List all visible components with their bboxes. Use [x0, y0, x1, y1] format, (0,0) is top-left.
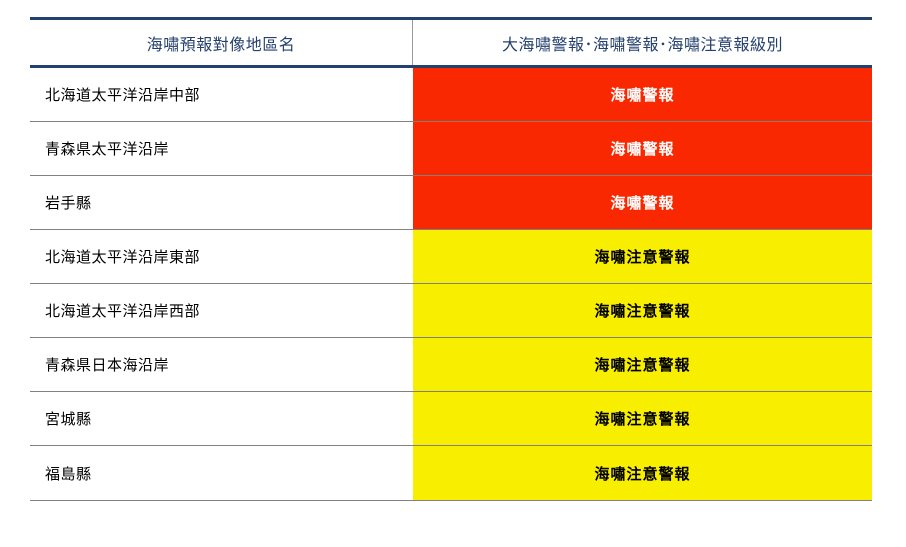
cell-warning-level: 海嘯注意警報	[413, 230, 872, 283]
table-bottom-border	[30, 500, 872, 501]
table-row: 北海道太平洋沿岸中部 海嘯警報	[30, 68, 872, 122]
cell-region-name: 宮城縣	[30, 392, 413, 445]
table-row: 青森県日本海沿岸 海嘯注意警報	[30, 338, 872, 392]
cell-warning-level: 海嘯警報	[413, 68, 872, 121]
table-row: 岩手縣 海嘯警報	[30, 176, 872, 230]
table-row: 北海道太平洋沿岸西部 海嘯注意警報	[30, 284, 872, 338]
table-row: 宮城縣 海嘯注意警報	[30, 392, 872, 446]
tsunami-warning-table: 海嘯預報對像地區名 大海嘯警報･海嘯警報･海嘯注意報級別 北海道太平洋沿岸中部海…	[30, 17, 872, 501]
table-body: 北海道太平洋沿岸中部 海嘯警報 青森県太平洋沿岸 海嘯警報 岩手縣 海嘯警報 北海道太平洋沿…	[30, 68, 872, 500]
table-top-border	[30, 17, 872, 20]
cell-region-name: 北海道太平洋沿岸中部	[30, 68, 413, 121]
cell-warning-level: 海嘯注意警報	[413, 338, 872, 391]
cell-warning-level: 海嘯警報	[413, 176, 872, 229]
cell-region-name: 北海道太平洋沿岸西部	[30, 284, 413, 337]
cell-region-name: 福島縣	[30, 446, 413, 500]
cell-warning-level: 海嘯注意警報	[413, 284, 872, 337]
cell-region-name: 青森県太平洋沿岸	[30, 122, 413, 175]
table-header-row: 海嘯預報對像地區名 大海嘯警報･海嘯警報･海嘯注意報級別	[30, 20, 872, 65]
table-row: 福島縣 海嘯注意警報	[30, 446, 872, 500]
cell-warning-level: 海嘯注意警報	[413, 446, 872, 500]
cell-warning-level: 海嘯注意警報	[413, 392, 872, 445]
table-header-border	[30, 65, 872, 68]
cell-region-name: 北海道太平洋沿岸東部	[30, 230, 413, 283]
cell-region-name: 岩手縣	[30, 176, 413, 229]
table-row: 北海道太平洋沿岸東部 海嘯注意警報	[30, 230, 872, 284]
cell-warning-level: 海嘯警報	[413, 122, 872, 175]
column-header-warning-level: 大海嘯警報･海嘯警報･海嘯注意報級別	[501, 34, 783, 54]
cell-region-name: 青森県日本海沿岸	[30, 338, 413, 391]
column-header-region: 海嘯預報對像地區名	[30, 20, 413, 65]
table-row: 青森県太平洋沿岸 海嘯警報	[30, 122, 872, 176]
